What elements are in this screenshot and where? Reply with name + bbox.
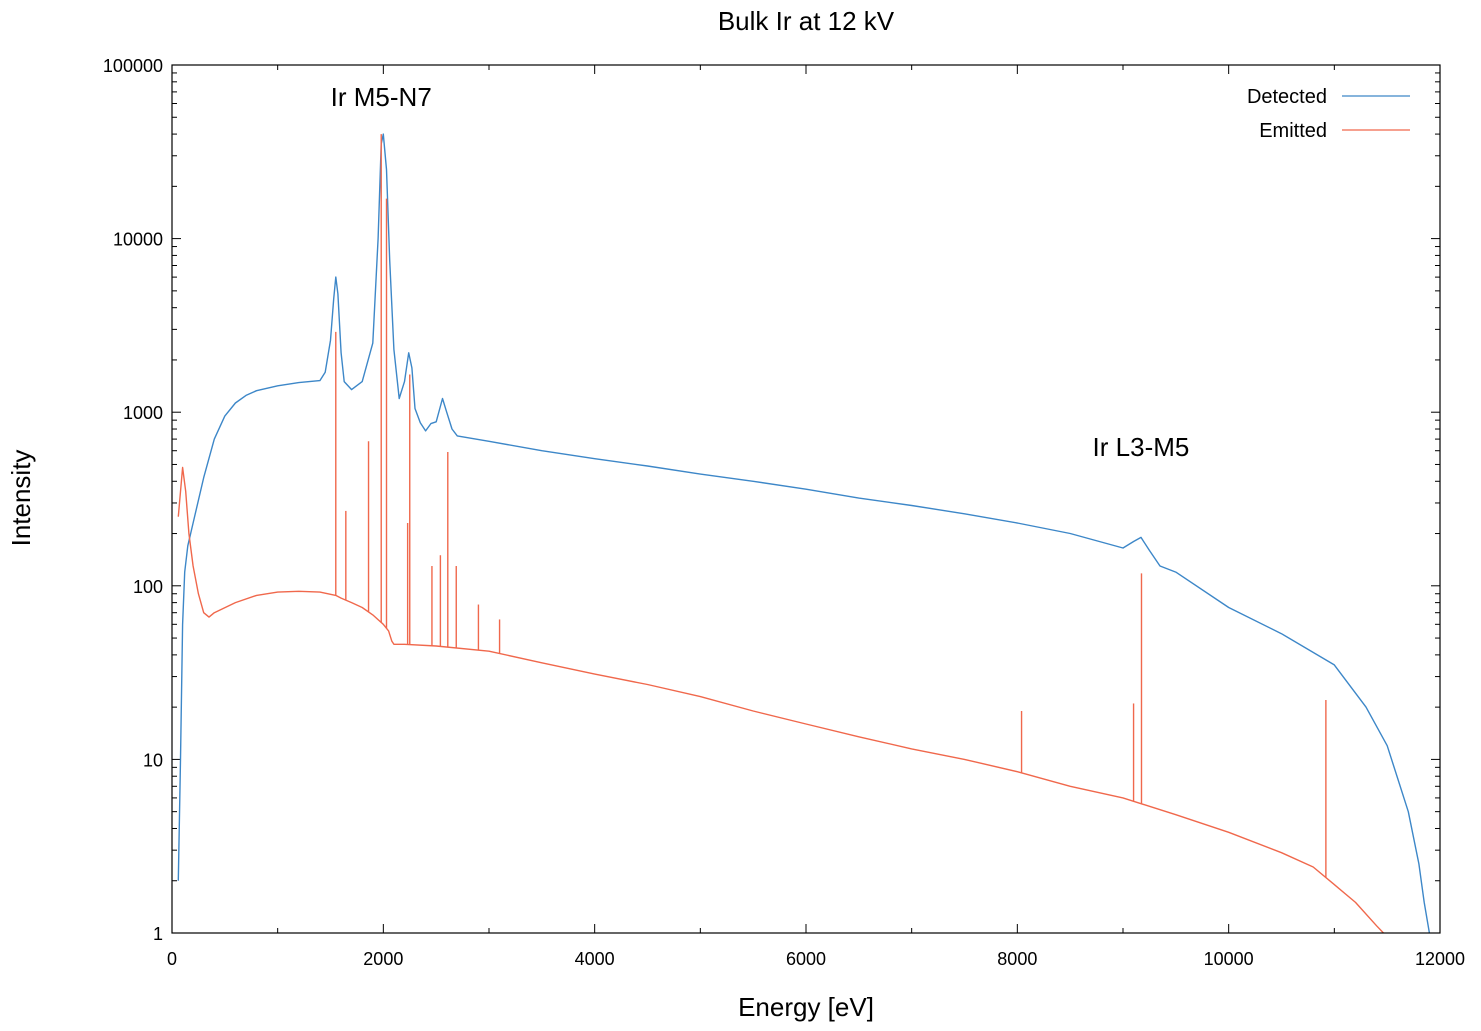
x-tick-label: 10000 — [1204, 949, 1254, 969]
x-tick-label: 4000 — [575, 949, 615, 969]
y-tick-label: 100 — [133, 577, 163, 597]
y-tick-label: 1000 — [123, 403, 163, 423]
peak-annotation: Ir L3-M5 — [1093, 432, 1190, 462]
x-tick-label: 6000 — [786, 949, 826, 969]
x-tick-label: 8000 — [997, 949, 1037, 969]
plot-area: 0 2000 4000 6000 8000 10000 12000 1 10 100 1000 100… — [103, 56, 1465, 969]
peak-annotation: Ir M5-N7 — [331, 82, 432, 112]
x-tick-label: 12000 — [1415, 949, 1465, 969]
series-line-detected — [177, 133, 1431, 933]
x-tick-label: 0 — [167, 949, 177, 969]
x-axis-label: Energy [eV] — [738, 992, 874, 1022]
y-tick-label: 100000 — [103, 56, 163, 76]
series-group — [177, 133, 1431, 933]
y-tick-label: 10000 — [113, 230, 163, 250]
y-tick-label: 10 — [143, 750, 163, 770]
chart-title: Bulk Ir at 12 kV — [718, 6, 895, 36]
y-tick-label: 1 — [153, 924, 163, 944]
legend-label-emitted: Emitted — [1259, 120, 1327, 142]
series-line-emitted — [177, 466, 1385, 933]
plot-frame — [171, 64, 1441, 934]
y-axis-label: Intensity — [6, 450, 36, 547]
x-tick-label: 2000 — [363, 949, 403, 969]
legend: Detected Emitted — [1247, 86, 1410, 142]
legend-label-detected: Detected — [1247, 86, 1327, 108]
